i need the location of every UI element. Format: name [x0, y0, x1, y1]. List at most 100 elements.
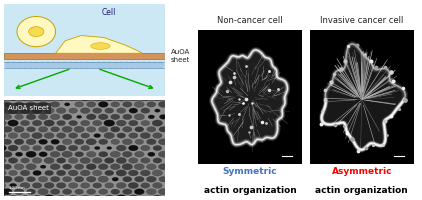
Circle shape — [148, 115, 154, 119]
Circle shape — [68, 183, 78, 188]
Circle shape — [33, 170, 41, 176]
Circle shape — [140, 133, 150, 139]
Circle shape — [57, 195, 66, 200]
Circle shape — [117, 133, 126, 138]
Circle shape — [87, 102, 96, 107]
Circle shape — [81, 133, 89, 138]
Circle shape — [87, 114, 96, 120]
Circle shape — [158, 164, 168, 170]
Circle shape — [56, 183, 66, 188]
Circle shape — [50, 164, 60, 170]
Circle shape — [44, 182, 54, 188]
Circle shape — [0, 120, 6, 126]
Circle shape — [75, 102, 84, 107]
Circle shape — [86, 139, 97, 145]
Circle shape — [32, 62, 41, 68]
Circle shape — [128, 170, 138, 176]
Circle shape — [74, 139, 84, 145]
Polygon shape — [322, 44, 405, 150]
Circle shape — [129, 158, 138, 163]
Circle shape — [134, 164, 144, 170]
Circle shape — [20, 133, 30, 138]
Circle shape — [38, 101, 48, 107]
Circle shape — [116, 182, 126, 188]
Circle shape — [104, 158, 114, 163]
Circle shape — [134, 62, 142, 68]
Circle shape — [51, 139, 60, 144]
Circle shape — [2, 188, 12, 195]
Circle shape — [99, 127, 108, 132]
Circle shape — [123, 102, 132, 107]
Circle shape — [135, 176, 144, 182]
Text: 100 nm: 100 nm — [9, 186, 25, 190]
Text: Invasive cancer cell: Invasive cancer cell — [320, 16, 403, 25]
Circle shape — [145, 62, 153, 68]
Circle shape — [123, 62, 131, 68]
Circle shape — [110, 151, 120, 157]
Circle shape — [122, 189, 132, 195]
Circle shape — [152, 183, 162, 188]
Circle shape — [83, 62, 91, 68]
Circle shape — [134, 101, 144, 107]
Circle shape — [66, 62, 74, 68]
Circle shape — [15, 114, 24, 119]
Circle shape — [123, 114, 132, 120]
Circle shape — [27, 127, 35, 132]
Circle shape — [8, 133, 18, 138]
Circle shape — [99, 139, 108, 145]
Circle shape — [10, 62, 18, 68]
Polygon shape — [212, 50, 287, 145]
Circle shape — [128, 62, 136, 68]
Circle shape — [140, 62, 148, 68]
Circle shape — [8, 195, 18, 200]
Circle shape — [3, 139, 12, 145]
Bar — [4, 53, 165, 59]
Ellipse shape — [29, 27, 44, 37]
Circle shape — [44, 120, 54, 126]
Circle shape — [44, 157, 54, 164]
Circle shape — [116, 145, 126, 151]
Circle shape — [129, 120, 138, 126]
Circle shape — [148, 152, 155, 156]
Circle shape — [146, 139, 156, 145]
Circle shape — [68, 95, 78, 101]
Circle shape — [20, 170, 30, 176]
Circle shape — [32, 195, 41, 200]
Circle shape — [94, 134, 101, 138]
Circle shape — [116, 120, 126, 126]
Circle shape — [0, 157, 6, 164]
Circle shape — [0, 108, 6, 114]
Circle shape — [158, 101, 168, 107]
Circle shape — [0, 133, 6, 138]
Circle shape — [142, 196, 149, 200]
Circle shape — [141, 108, 150, 113]
Circle shape — [116, 95, 126, 101]
Circle shape — [56, 108, 66, 114]
Circle shape — [89, 62, 97, 68]
Circle shape — [0, 170, 6, 176]
Circle shape — [141, 120, 150, 126]
Circle shape — [68, 158, 78, 163]
Circle shape — [87, 189, 96, 194]
Circle shape — [153, 145, 162, 151]
Circle shape — [75, 164, 84, 170]
Circle shape — [147, 102, 156, 107]
Circle shape — [26, 151, 36, 157]
Circle shape — [87, 127, 96, 132]
Circle shape — [14, 102, 24, 107]
Circle shape — [0, 95, 6, 101]
Circle shape — [3, 164, 11, 169]
Circle shape — [159, 176, 168, 182]
Circle shape — [38, 176, 48, 182]
Circle shape — [117, 108, 126, 113]
Ellipse shape — [17, 16, 56, 47]
Circle shape — [20, 108, 30, 113]
Circle shape — [38, 127, 48, 132]
Circle shape — [75, 189, 84, 194]
Circle shape — [104, 195, 114, 200]
Circle shape — [50, 114, 60, 120]
Circle shape — [68, 170, 78, 176]
Circle shape — [92, 158, 102, 163]
Circle shape — [14, 139, 24, 145]
Circle shape — [81, 120, 90, 126]
